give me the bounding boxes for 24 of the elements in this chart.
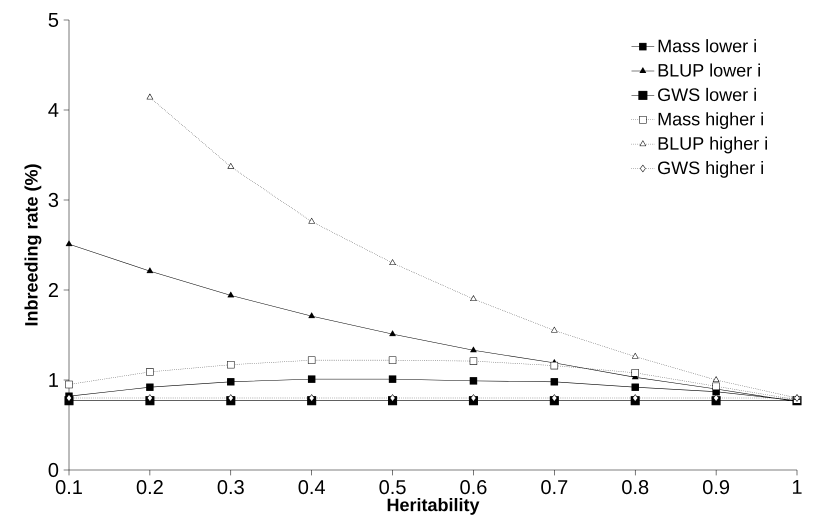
x-tick-label: 0.2 bbox=[136, 480, 163, 494]
legend-label: GWS higher i bbox=[658, 160, 763, 178]
y-axis-title: Inbreeding rate (%) bbox=[24, 164, 42, 326]
x-tick-label: 0.6 bbox=[460, 480, 486, 494]
legend-label: GWS lower i bbox=[658, 88, 756, 102]
legend-label: Mass lower i bbox=[658, 39, 756, 52]
x-tick-label: 0.9 bbox=[702, 480, 730, 494]
y-tick-label: 4 bbox=[48, 103, 58, 117]
x-axis-title: Heritability bbox=[388, 498, 480, 515]
legend-label: Mass higher i bbox=[658, 112, 763, 130]
y-tick-label: 5 bbox=[48, 13, 58, 27]
y-tick-label: 0 bbox=[48, 462, 58, 478]
x-tick-label: 0.7 bbox=[541, 480, 568, 494]
x-tick-label: 1 bbox=[792, 480, 802, 494]
y-tick-label: 2 bbox=[48, 283, 58, 297]
legend-label: BLUP higher i bbox=[658, 136, 767, 154]
x-tick-label: 0.4 bbox=[298, 480, 325, 494]
y-tick-label: 1 bbox=[49, 373, 58, 387]
legend-label: BLUP lower i bbox=[658, 63, 760, 77]
x-tick-label: 0.8 bbox=[622, 480, 648, 494]
x-tick-label: 0.1 bbox=[56, 480, 82, 494]
x-tick-label: 0.3 bbox=[218, 480, 244, 494]
x-tick-label: 0.5 bbox=[379, 480, 406, 494]
y-tick-label: 3 bbox=[48, 192, 58, 208]
